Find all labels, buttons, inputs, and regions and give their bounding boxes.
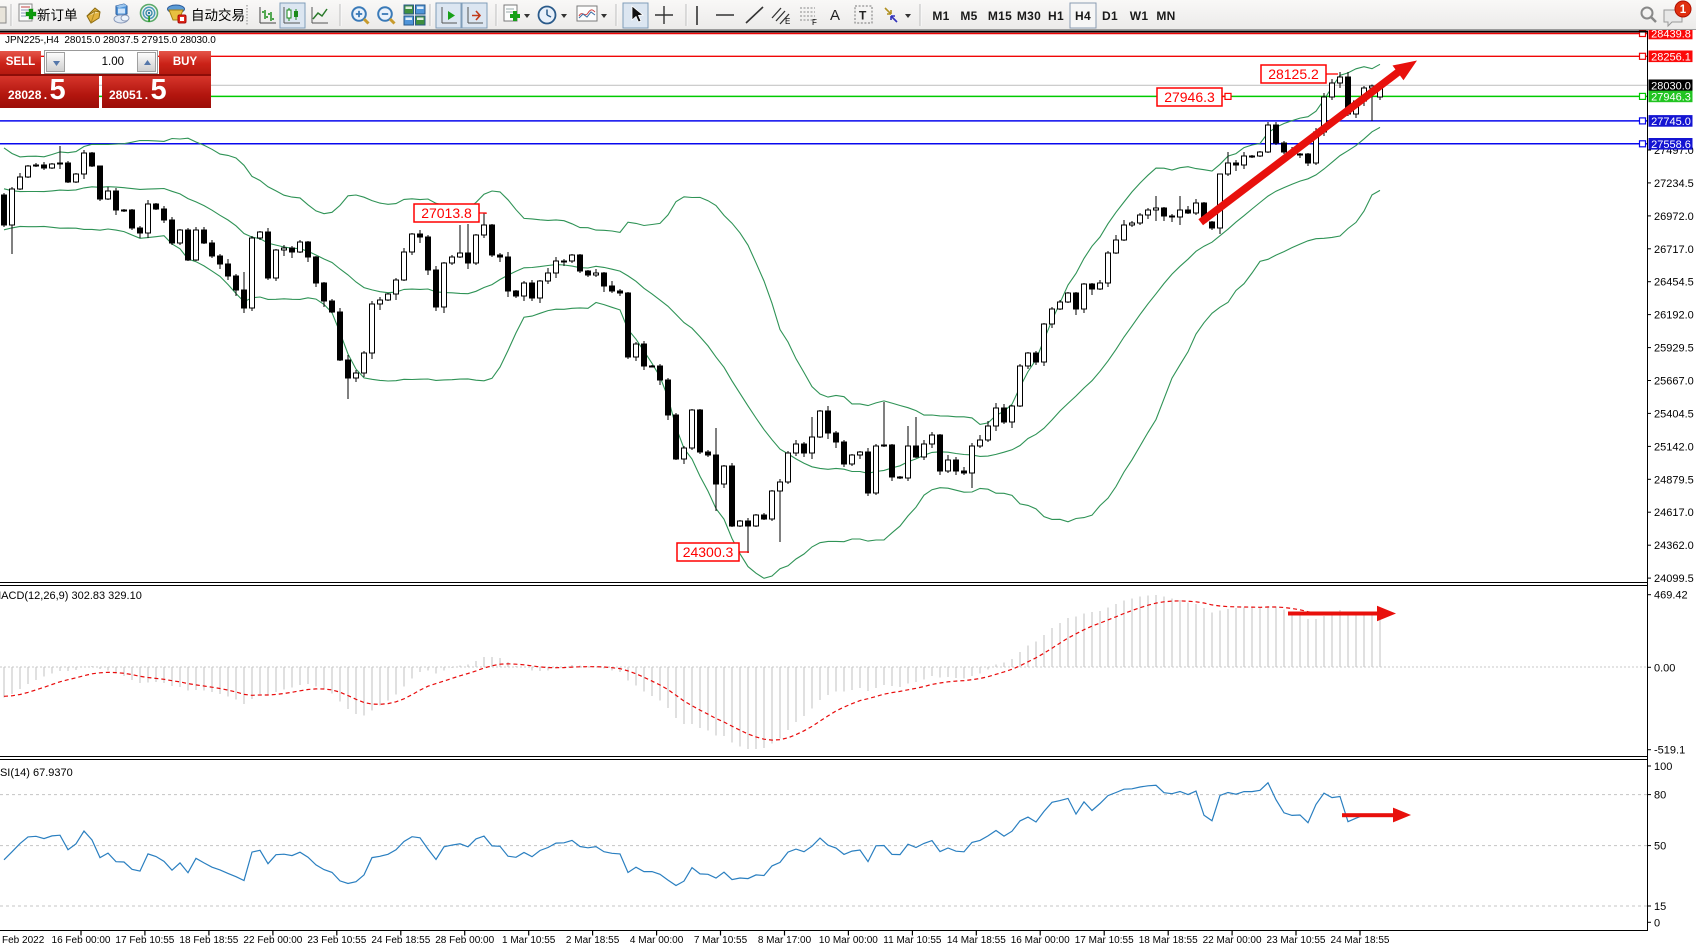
svg-text:22 Feb 00:00: 22 Feb 00:00 (243, 935, 302, 946)
svg-text:50: 50 (1654, 841, 1666, 853)
svg-text:T: T (859, 9, 867, 23)
svg-text:23 Feb 10:55: 23 Feb 10:55 (307, 935, 366, 946)
svg-text:28 Feb 00:00: 28 Feb 00:00 (435, 935, 494, 946)
svg-text:10 Mar 00:00: 10 Mar 00:00 (819, 935, 878, 946)
svg-text:27013.8: 27013.8 (421, 205, 472, 221)
svg-text:4 Mar 00:00: 4 Mar 00:00 (630, 935, 684, 946)
svg-text:27234.5: 27234.5 (1654, 178, 1694, 190)
svg-text:1 Mar 10:55: 1 Mar 10:55 (502, 935, 556, 946)
svg-text:W1: W1 (1130, 9, 1149, 23)
svg-text:26717.0: 26717.0 (1654, 244, 1694, 256)
svg-text:E: E (785, 17, 790, 26)
svg-text:14 Mar 18:55: 14 Mar 18:55 (947, 935, 1006, 946)
svg-text:28256.1: 28256.1 (1651, 51, 1691, 63)
svg-text:-519.1: -519.1 (1654, 745, 1685, 757)
svg-text:26192.0: 26192.0 (1654, 310, 1694, 322)
svg-text:M30: M30 (1017, 9, 1041, 23)
svg-text:A: A (830, 7, 840, 24)
svg-text:Feb 2022: Feb 2022 (2, 935, 45, 946)
svg-text:18 Mar 18:55: 18 Mar 18:55 (1139, 935, 1198, 946)
svg-text:D1: D1 (1102, 9, 1118, 23)
svg-text:11 Mar 10:55: 11 Mar 10:55 (883, 935, 942, 946)
svg-text:27946.3: 27946.3 (1651, 91, 1691, 103)
svg-text:18 Feb 18:55: 18 Feb 18:55 (179, 935, 238, 946)
svg-text:17 Mar 10:55: 17 Mar 10:55 (1075, 935, 1134, 946)
svg-text:MN: MN (1156, 9, 1175, 23)
svg-text:28125.2: 28125.2 (1268, 66, 1319, 82)
svg-text:24300.3: 24300.3 (683, 544, 734, 560)
svg-text:24879.5: 24879.5 (1654, 474, 1694, 486)
svg-text:24 Feb 18:55: 24 Feb 18:55 (371, 935, 430, 946)
svg-text:24 Mar 18:55: 24 Mar 18:55 (1331, 935, 1390, 946)
svg-text:25929.5: 25929.5 (1654, 343, 1694, 355)
svg-text:28030.0: 28030.0 (1651, 80, 1691, 92)
svg-text:H1: H1 (1048, 9, 1064, 23)
svg-text:M5: M5 (960, 9, 977, 23)
svg-text:28439.8: 28439.8 (1651, 29, 1691, 41)
svg-text:8 Mar 17:00: 8 Mar 17:00 (758, 935, 812, 946)
svg-text:25667.0: 25667.0 (1654, 376, 1694, 388)
svg-text:24362.0: 24362.0 (1654, 540, 1694, 552)
svg-text:26972.0: 26972.0 (1654, 211, 1694, 223)
svg-text:25142.0: 25142.0 (1654, 441, 1694, 453)
svg-text:7 Mar 10:55: 7 Mar 10:55 (694, 935, 748, 946)
svg-text:1: 1 (1680, 4, 1687, 16)
svg-text:16 Mar 00:00: 16 Mar 00:00 (1011, 935, 1070, 946)
svg-text:M15: M15 (988, 9, 1012, 23)
svg-text:15: 15 (1654, 901, 1666, 913)
svg-text:27946.3: 27946.3 (1164, 89, 1215, 105)
svg-text:100: 100 (1654, 761, 1672, 773)
svg-text:0: 0 (1654, 917, 1660, 929)
svg-text:17 Feb 10:55: 17 Feb 10:55 (115, 935, 174, 946)
svg-text:16 Feb 00:00: 16 Feb 00:00 (52, 935, 111, 946)
svg-text:新订单: 新订单 (37, 8, 78, 23)
svg-text:H4: H4 (1075, 9, 1091, 23)
svg-text:0.00: 0.00 (1654, 662, 1675, 674)
svg-text:27558.6: 27558.6 (1651, 139, 1691, 151)
svg-text:24617.0: 24617.0 (1654, 507, 1694, 519)
svg-text:F: F (812, 18, 817, 27)
svg-text:M1: M1 (932, 9, 949, 23)
svg-text:自动交易: 自动交易 (191, 7, 245, 23)
svg-text:26454.5: 26454.5 (1654, 277, 1694, 289)
svg-text:2 Mar 18:55: 2 Mar 18:55 (566, 935, 620, 946)
svg-text:22 Mar 00:00: 22 Mar 00:00 (1203, 935, 1262, 946)
svg-text:27745.0: 27745.0 (1651, 116, 1691, 128)
svg-text:RSI(14) 67.9370: RSI(14) 67.9370 (0, 767, 73, 779)
svg-text:469.42: 469.42 (1654, 590, 1688, 602)
svg-text:24099.5: 24099.5 (1654, 573, 1694, 585)
svg-text:80: 80 (1654, 790, 1666, 802)
svg-text:23 Mar 10:55: 23 Mar 10:55 (1267, 935, 1326, 946)
svg-text:25404.5: 25404.5 (1654, 408, 1694, 420)
svg-text:MACD(12,26,9) 302.83 329.10: MACD(12,26,9) 302.83 329.10 (0, 590, 142, 602)
